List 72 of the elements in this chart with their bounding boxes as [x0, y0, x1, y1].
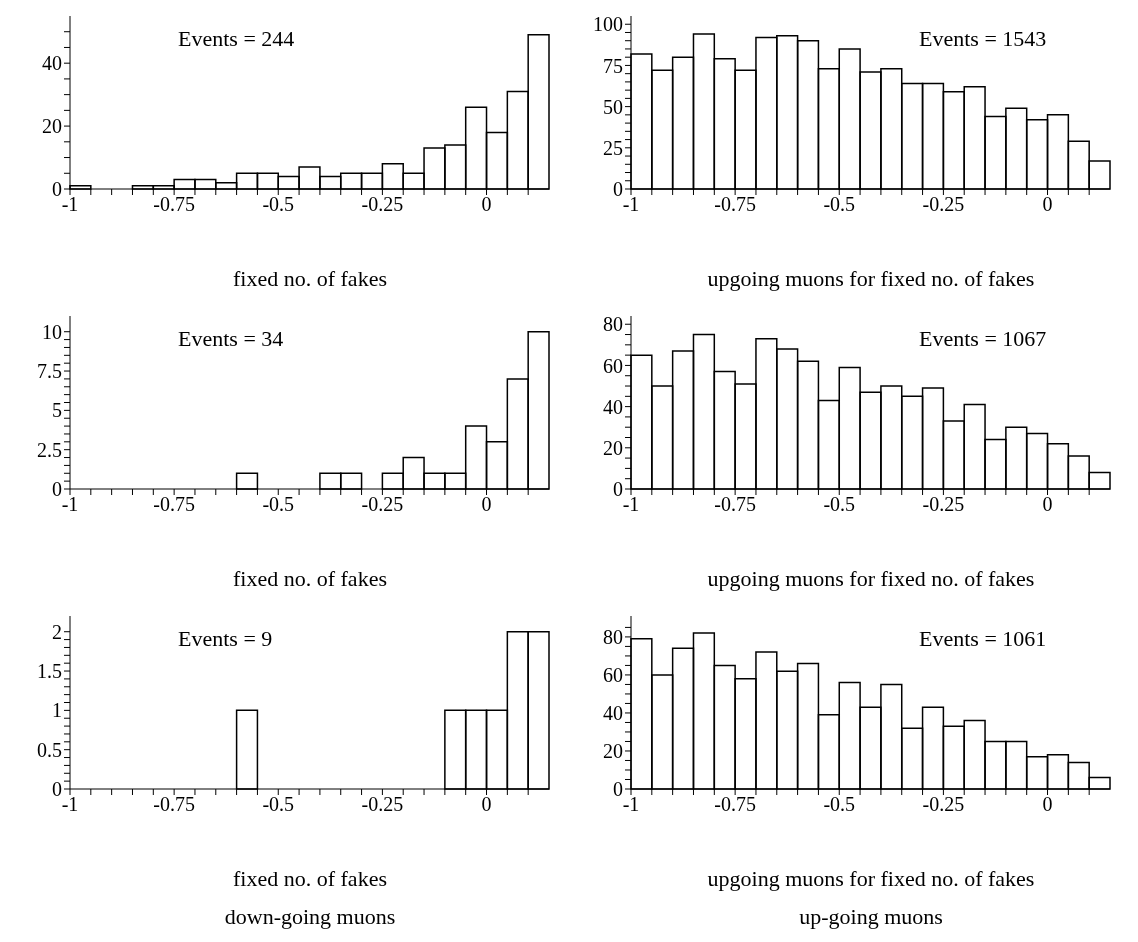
- y-tick-label: 0.5: [37, 738, 62, 761]
- x-tick-label: -0.5: [262, 793, 295, 816]
- x-axis-title: upgoing muons for fixed no. of fakes: [706, 266, 1036, 292]
- text: up-going muons: [798, 904, 944, 930]
- y-tick-label: 50: [603, 95, 623, 118]
- annotation: Events = 9: [178, 626, 273, 652]
- y-tick-label: 5: [52, 399, 62, 422]
- y-tick-label: 40: [603, 702, 623, 725]
- x-tick-label: 0: [481, 493, 492, 516]
- y-tick-label: 20: [42, 115, 62, 138]
- x-tick-label: -0.5: [823, 793, 856, 816]
- y-tick-label: 0: [52, 778, 62, 801]
- x-tick-label: 0: [1042, 493, 1053, 516]
- x-axis-title: fixed no. of fakes: [232, 266, 388, 292]
- annotation: Events = 244: [178, 26, 295, 52]
- x-tick-label: -0.25: [922, 793, 965, 816]
- y-tick-label: 40: [603, 395, 623, 418]
- y-tick-label: 1.5: [37, 660, 62, 683]
- annotation: Events = 34: [178, 326, 284, 352]
- x-tick-label: -0.75: [153, 193, 195, 216]
- x-tick-label: -0.5: [823, 493, 856, 516]
- y-tick-label: 0: [52, 178, 62, 201]
- x-tick-label: -0.5: [262, 193, 295, 216]
- annotation: Events = 1543: [919, 26, 1047, 52]
- x-tick-label: -0.5: [823, 193, 856, 216]
- x-tick-label: 0: [1042, 793, 1053, 816]
- y-tick-label: 0: [613, 478, 623, 501]
- x-tick-label: 0: [1042, 193, 1053, 216]
- y-tick-label: 0: [613, 178, 623, 201]
- x-tick-label: 0: [481, 793, 492, 816]
- y-tick-label: 2.5: [37, 438, 62, 461]
- x-tick-label: -0.75: [714, 793, 756, 816]
- y-tick-label: 20: [603, 436, 623, 459]
- y-tick-label: 60: [603, 664, 623, 687]
- y-tick-label: 1: [52, 699, 62, 722]
- x-tick-label: -1: [61, 493, 79, 516]
- x-tick-label: -0.75: [714, 493, 756, 516]
- x-axis-title: fixed no. of fakes: [232, 566, 388, 592]
- text: down-going muons: [223, 904, 397, 930]
- x-tick-label: -1: [61, 793, 79, 816]
- x-tick-label: -0.25: [922, 193, 965, 216]
- x-tick-label: 0: [481, 193, 492, 216]
- y-tick-label: 80: [603, 313, 623, 336]
- x-tick-label: -1: [622, 793, 640, 816]
- y-tick-label: 60: [603, 354, 623, 377]
- y-tick-label: 7.5: [37, 360, 62, 383]
- x-tick-label: -0.25: [361, 793, 404, 816]
- x-tick-label: -1: [61, 193, 79, 216]
- y-tick-label: 0: [613, 778, 623, 801]
- x-tick-label: -0.75: [153, 493, 195, 516]
- x-tick-label: -1: [622, 493, 640, 516]
- y-tick-label: 75: [603, 54, 623, 77]
- x-axis-title: fixed no. of fakes: [232, 866, 388, 892]
- x-tick-label: -0.25: [922, 493, 965, 516]
- y-tick-label: 2: [52, 620, 62, 643]
- y-tick-label: 20: [603, 740, 623, 763]
- x-tick-label: -0.75: [714, 193, 756, 216]
- x-tick-label: -0.5: [262, 493, 295, 516]
- y-tick-label: 40: [42, 52, 62, 75]
- y-tick-label: 80: [603, 626, 623, 649]
- y-tick-label: 100: [593, 13, 623, 36]
- x-tick-label: -0.25: [361, 193, 404, 216]
- x-axis-title: upgoing muons for fixed no. of fakes: [706, 566, 1036, 592]
- x-tick-label: -0.25: [361, 493, 404, 516]
- x-tick-label: -1: [622, 193, 640, 216]
- annotation: Events = 1061: [919, 626, 1047, 652]
- y-tick-label: 25: [603, 136, 623, 159]
- annotation: Events = 1067: [919, 326, 1047, 352]
- y-tick-label: 0: [52, 478, 62, 501]
- x-tick-label: -0.75: [153, 793, 195, 816]
- y-tick-label: 10: [42, 320, 62, 343]
- x-axis-title: upgoing muons for fixed no. of fakes: [706, 866, 1036, 892]
